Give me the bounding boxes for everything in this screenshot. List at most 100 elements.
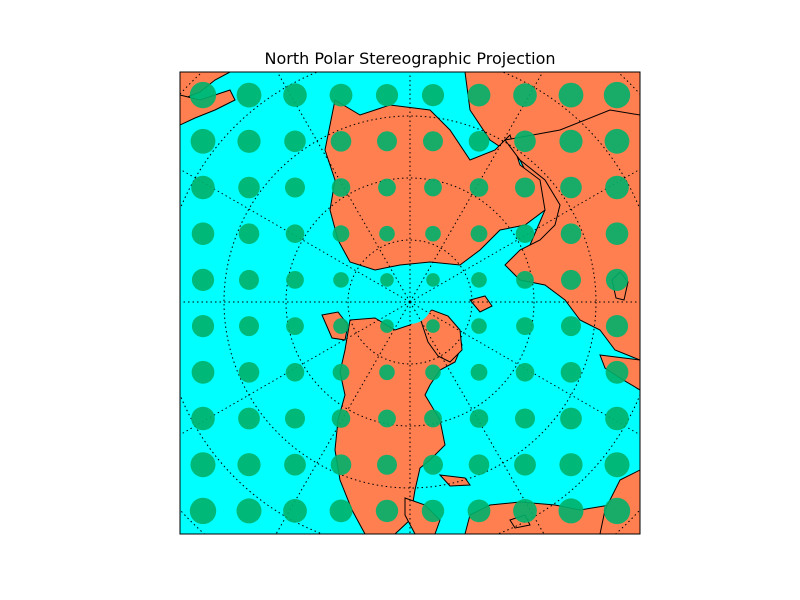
data-marker [468, 454, 490, 476]
data-marker [603, 497, 631, 525]
data-marker [605, 268, 629, 291]
data-marker [469, 178, 489, 197]
data-marker [559, 129, 583, 153]
data-marker [191, 315, 215, 338]
data-marker [379, 364, 395, 381]
data-marker [515, 363, 535, 382]
data-marker [331, 409, 351, 428]
data-marker [285, 408, 305, 429]
parallel-ring [347, 239, 473, 365]
data-marker [605, 222, 629, 245]
data-marker [423, 454, 443, 475]
data-marker [189, 81, 217, 109]
data-marker [560, 407, 582, 430]
data-marker [468, 131, 490, 152]
data-marker [379, 225, 395, 242]
data-marker [471, 272, 487, 288]
data-marker [283, 499, 307, 523]
data-marker [191, 222, 215, 245]
data-marker [191, 268, 215, 291]
data-marker [236, 498, 262, 524]
parallel-ring [285, 177, 535, 427]
data-marker [605, 315, 629, 338]
map-frame [179, 71, 641, 535]
data-marker [560, 223, 582, 244]
data-marker [284, 130, 306, 153]
data-marker [375, 84, 399, 107]
data-marker [239, 316, 259, 337]
data-marker [559, 453, 583, 477]
data-marker [284, 453, 306, 476]
data-marker [285, 177, 305, 198]
data-marker [378, 178, 396, 197]
data-marker [191, 406, 215, 431]
data-marker [561, 316, 581, 337]
data-marker [513, 83, 537, 107]
data-marker [515, 177, 535, 198]
data-marker [471, 318, 487, 334]
data-marker [424, 178, 442, 197]
data-marker [331, 178, 351, 197]
data-marker [426, 273, 440, 287]
data-marker [329, 499, 353, 523]
data-marker [332, 363, 350, 381]
data-marker [377, 131, 397, 152]
data-marker [560, 362, 582, 383]
data-marker [425, 364, 441, 381]
data-marker [516, 271, 534, 289]
data-marker [189, 497, 217, 525]
data-marker [605, 360, 629, 384]
data-marker [238, 362, 260, 383]
data-marker [236, 82, 262, 108]
data-marker [604, 128, 630, 154]
data-marker [191, 175, 215, 200]
data-marker [285, 224, 305, 243]
data-marker [237, 453, 261, 477]
data-marker [375, 499, 399, 523]
data-marker [605, 175, 629, 200]
data-marker [604, 452, 630, 478]
data-marker [238, 223, 260, 244]
data-marker [469, 409, 489, 428]
data-marker [558, 498, 584, 524]
data-marker [470, 225, 488, 243]
data-marker [190, 452, 216, 478]
data-marker [421, 84, 445, 107]
data-marker [191, 360, 215, 384]
data-marker [605, 406, 629, 431]
marker-grid [189, 81, 631, 525]
data-marker [333, 318, 349, 334]
data-marker [237, 129, 261, 153]
data-marker [515, 408, 535, 429]
data-marker [426, 319, 440, 333]
data-marker [421, 499, 445, 523]
data-marker [190, 128, 216, 154]
data-marker [467, 499, 491, 523]
data-marker [332, 225, 350, 243]
data-marker [330, 131, 352, 152]
data-marker [558, 82, 584, 108]
data-marker [238, 407, 260, 430]
land-caribbean [438, 474, 471, 487]
data-marker [424, 409, 442, 428]
data-marker [286, 271, 304, 289]
data-marker [285, 363, 305, 382]
data-marker [515, 224, 535, 243]
data-marker [470, 363, 488, 381]
map-title: North Polar Stereographic Projection [264, 49, 555, 68]
data-marker [514, 453, 536, 476]
data-marker [329, 83, 353, 107]
data-marker [330, 454, 352, 476]
data-marker [603, 81, 631, 109]
data-marker [516, 317, 534, 335]
data-marker [380, 273, 394, 287]
data-marker [239, 269, 259, 290]
land-iceland [469, 295, 493, 313]
data-marker [560, 176, 582, 199]
data-marker [561, 269, 581, 290]
data-marker [238, 176, 260, 199]
data-marker [283, 83, 307, 107]
data-marker [423, 131, 443, 152]
